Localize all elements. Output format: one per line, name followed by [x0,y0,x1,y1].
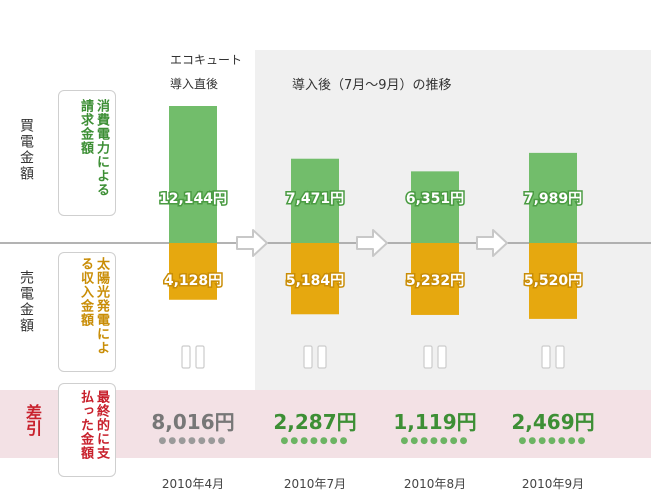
buy-value-label: 7,989円 [524,191,582,207]
date-label: 2010年9月 [521,477,585,491]
total-dots: ●●●●●●● [400,436,470,446]
total-value: 8,016円 [151,410,235,434]
total-dots: ●●●●●●● [280,436,350,446]
column-mark-right [555,345,565,369]
first-period-label-line1: エコキュート [170,53,243,67]
date-label: 2010年7月 [283,477,347,491]
sell-bar [291,243,339,315]
sell-value-label: 5,232円 [406,273,464,289]
sell-bubble: 太陽光発電による収入金額 [58,252,116,372]
buy-bubble-text: 消費電力による請求金額 [78,99,109,197]
sell-bar [169,243,217,300]
column-mark-left [423,345,433,369]
buy-row-label: 買電金額 [18,118,34,182]
next-arrow-icon [236,229,268,257]
date-label: 2010年4月 [161,477,225,491]
diff-bubble-text: 最終的に支払った金額 [78,390,109,460]
buy-bar [291,158,339,243]
column-mark-left [303,345,313,369]
sell-bar [529,243,577,319]
next-arrow-icon [356,229,388,257]
buy-value-label: 7,471円 [286,191,344,207]
buy-bar [411,171,459,243]
sell-bubble-text: 太陽光発電による収入金額 [78,257,109,355]
column-mark-right [317,345,327,369]
column-mark-left [181,345,191,369]
total-dots: ●●●●●●● [158,436,228,446]
buy-bar [529,152,577,243]
sell-bar [411,243,459,315]
sell-value-label: 5,184円 [286,273,344,289]
column-mark-right [437,345,447,369]
diff-row-label: 差引 [23,404,42,436]
sell-value-label: 4,128円 [164,273,222,289]
sell-row-label: 売電金額 [18,270,34,334]
column-mark-right [195,345,205,369]
buy-value-label: 6,351円 [406,191,464,207]
total-value: 1,119円 [393,410,477,434]
total-value: 2,469円 [511,410,595,434]
first-period-label-line2: 導入直後 [170,77,219,91]
first-period-label: エコキュート 導入直後 [170,48,260,96]
buy-bar [169,106,217,243]
next-arrow-icon [476,229,508,257]
sell-value-label: 5,520円 [524,273,582,289]
buy-bubble: 消費電力による請求金額 [58,90,116,216]
column-mark-left [541,345,551,369]
date-label: 2010年8月 [403,477,467,491]
buy-value-label: 12,144円 [159,191,227,207]
diff-bubble: 最終的に支払った金額 [58,383,116,477]
after-period-label: 導入後（7月〜9月）の推移 [292,78,452,93]
total-value: 2,287円 [273,410,357,434]
total-dots: ●●●●●●● [518,436,588,446]
